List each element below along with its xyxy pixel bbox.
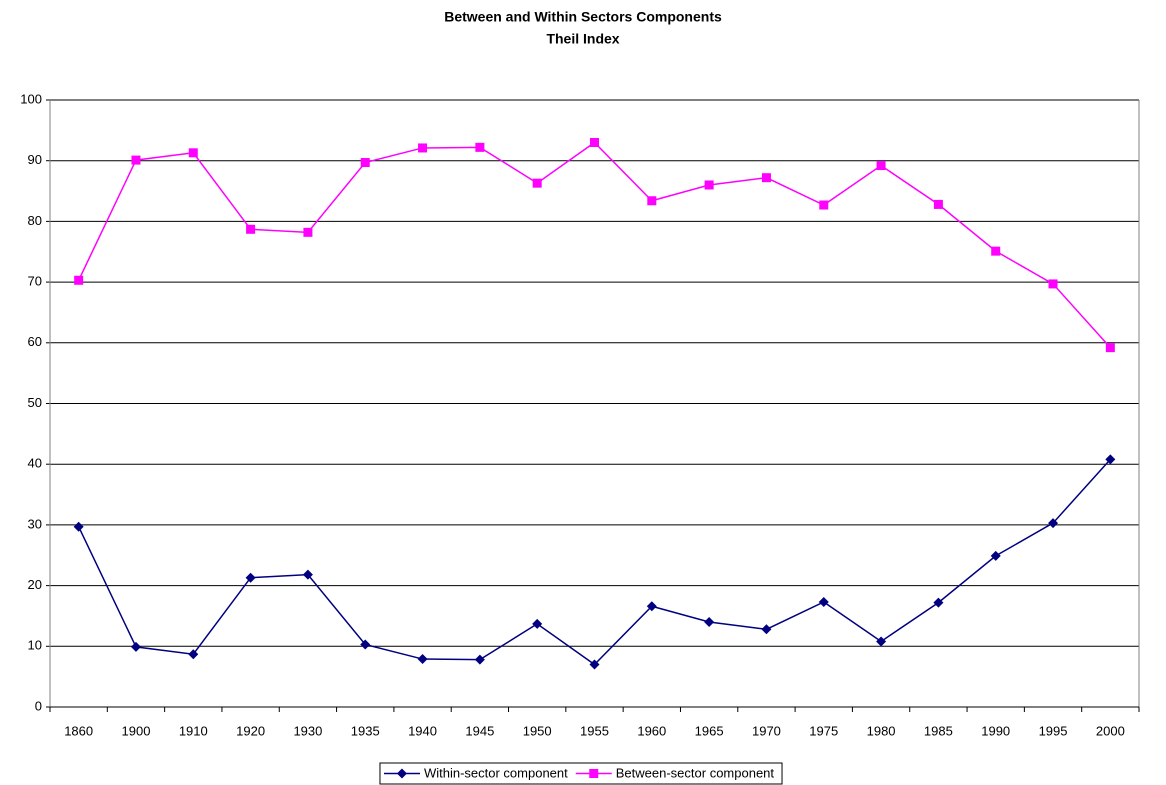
marker: [1048, 518, 1059, 529]
series-line: [77, 458, 1111, 666]
marker: [933, 199, 943, 209]
x-tick-label: 1950: [523, 723, 552, 738]
x-tick-label: 1985: [924, 723, 953, 738]
y-tick-label: 60: [28, 334, 42, 349]
x-tick-label: 1945: [465, 723, 494, 738]
marker: [761, 173, 771, 183]
marker: [396, 768, 407, 779]
marker: [647, 196, 657, 206]
marker: [761, 624, 772, 635]
marker: [704, 180, 714, 190]
x-tick-label: 1975: [809, 723, 838, 738]
y-tick-label: 100: [20, 91, 42, 106]
marker: [131, 155, 141, 165]
marker: [1105, 454, 1116, 465]
marker: [990, 550, 1001, 561]
y-tick-label: 90: [28, 152, 42, 167]
y-tick-label: 80: [28, 213, 42, 228]
x-tick-label: 1860: [64, 723, 93, 738]
legend-label: Between-sector component: [616, 765, 775, 780]
marker: [245, 572, 256, 583]
x-tick-label: 1965: [695, 723, 724, 738]
marker: [589, 769, 599, 778]
series-line: [77, 141, 1111, 349]
x-tick-label: 1990: [981, 723, 1010, 738]
marker: [360, 158, 370, 168]
y-tick-label: 10: [28, 638, 42, 653]
x-tick-label: 1910: [179, 723, 208, 738]
marker: [303, 227, 313, 237]
x-tick-label: 1995: [1039, 723, 1068, 738]
marker: [532, 178, 542, 188]
marker: [589, 659, 600, 670]
marker: [1048, 279, 1058, 289]
x-tick-label: 1940: [408, 723, 437, 738]
marker: [819, 200, 829, 210]
marker: [302, 569, 313, 580]
x-tick-label: 1900: [122, 723, 151, 738]
legend-item: Between-sector component: [575, 765, 775, 780]
marker: [1105, 343, 1115, 353]
marker: [475, 142, 485, 152]
y-tick-label: 50: [28, 395, 42, 410]
x-tick-label: 1970: [752, 723, 781, 738]
marker: [818, 596, 829, 607]
marker: [188, 148, 198, 158]
marker: [73, 521, 84, 532]
x-tick-label: 2000: [1096, 723, 1125, 738]
marker: [646, 601, 657, 612]
marker: [418, 143, 428, 153]
chart-subtitle: Theil Index: [546, 31, 619, 47]
legend-label: Within-sector component: [424, 765, 568, 780]
marker: [876, 636, 887, 647]
marker: [933, 597, 944, 608]
marker: [991, 246, 1001, 256]
marker: [532, 618, 543, 629]
chart-title: Between and Within Sectors Components: [444, 9, 722, 25]
y-tick-label: 0: [35, 698, 42, 713]
marker: [74, 275, 84, 285]
marker: [360, 639, 371, 650]
marker: [474, 654, 485, 665]
legend-item: Within-sector component: [383, 765, 568, 780]
marker: [130, 641, 141, 652]
x-tick-label: 1960: [637, 723, 666, 738]
marker: [590, 137, 599, 147]
marker: [188, 649, 199, 660]
marker: [246, 224, 256, 234]
x-tick-label: 1920: [236, 723, 265, 738]
marker: [704, 617, 715, 628]
y-tick-label: 30: [28, 516, 42, 531]
marker: [417, 654, 428, 665]
y-tick-label: 20: [28, 577, 42, 592]
marker: [876, 161, 886, 171]
legend: Within-sector component Between-sector co…: [379, 762, 783, 785]
y-tick-label: 70: [28, 274, 42, 289]
x-tick-label: 1930: [293, 723, 322, 738]
x-tick-label: 1955: [580, 723, 609, 738]
x-tick-label: 1935: [351, 723, 380, 738]
x-tick-label: 1980: [867, 723, 896, 738]
y-tick-label: 40: [28, 456, 42, 471]
